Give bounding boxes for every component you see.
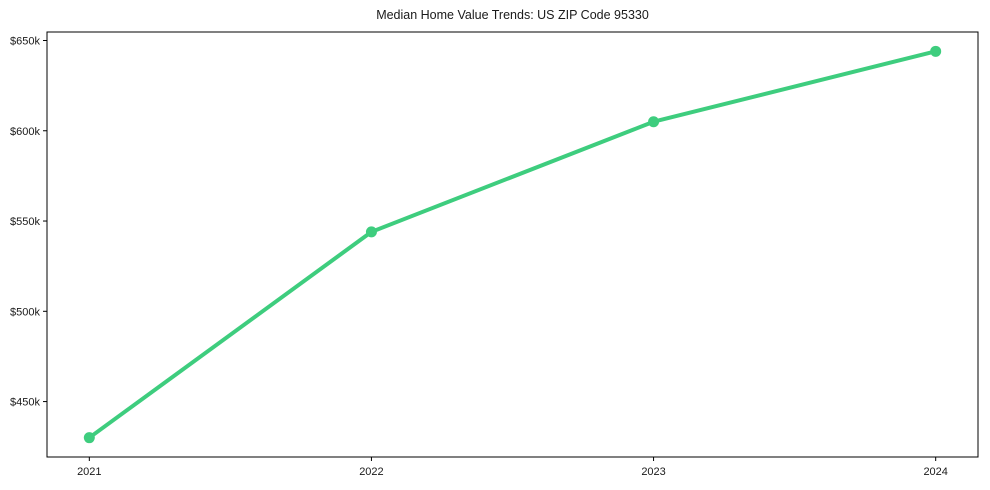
data-point-marker <box>365 226 377 238</box>
x-tick-label: 2022 <box>359 466 383 478</box>
y-tick-label: $650k <box>10 35 40 47</box>
y-tick-label: $600k <box>10 126 40 138</box>
y-tick-label: $500k <box>10 306 40 318</box>
y-tick-label: $550k <box>10 216 40 228</box>
x-tick-label: 2023 <box>641 466 665 478</box>
chart-title: Median Home Value Trends: US ZIP Code 95… <box>376 8 649 22</box>
x-tick-label: 2021 <box>77 466 101 478</box>
plot-border <box>46 31 979 458</box>
y-tick-label: $450k <box>10 397 40 409</box>
x-tick-label: 2024 <box>923 466 947 478</box>
data-point-marker <box>930 45 942 57</box>
trend-line <box>87 49 938 440</box>
data-point-marker <box>648 116 660 128</box>
data-point-marker <box>83 432 95 444</box>
